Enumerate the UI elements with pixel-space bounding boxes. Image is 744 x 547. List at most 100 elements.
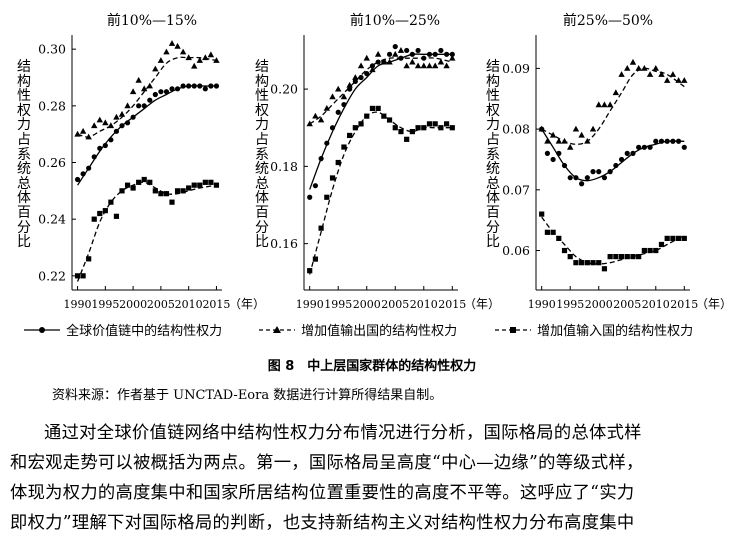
data-point-triangle — [652, 64, 659, 71]
data-point-circle — [601, 175, 608, 181]
data-point-circle — [636, 144, 642, 150]
data-point-square — [398, 128, 404, 135]
data-point-square — [409, 128, 415, 135]
data-point-square — [102, 208, 108, 214]
data-point-circle — [681, 144, 687, 150]
data-point-square — [74, 273, 81, 279]
data-point-circle — [426, 51, 433, 57]
data-point-triangle — [352, 74, 359, 80]
data-point-square — [158, 191, 164, 197]
data-point-triangle — [85, 133, 92, 140]
data-point-circle — [675, 138, 682, 144]
data-point-triangle — [555, 137, 563, 144]
data-point-circle — [369, 63, 376, 69]
data-point-triangle — [168, 40, 176, 46]
data-point-square — [573, 260, 579, 266]
figure-source-note: 资料来源：作者基于 UNCTAD-Eora 数据进行计算所得结果自制。 — [52, 388, 443, 403]
x-tick-label: 1995 — [556, 298, 584, 311]
y-axis-label-panel-3: 结构性权力占系统总体百分比 — [486, 59, 500, 251]
data-point-square — [191, 182, 197, 188]
data-point-circle — [432, 51, 438, 57]
data-point-circle — [169, 86, 175, 92]
data-point-square — [675, 235, 682, 241]
data-point-triangle — [357, 62, 365, 69]
data-point-circle — [584, 175, 590, 181]
data-point-triangle — [549, 131, 557, 138]
data-point-triangle — [658, 71, 665, 77]
data-point-triangle — [346, 81, 353, 88]
x-axis-unit-label: （年） — [464, 297, 500, 311]
data-point-square — [136, 179, 142, 185]
data-point-triangle — [157, 57, 165, 63]
data-point-triangle — [572, 125, 580, 132]
data-point-square — [443, 121, 450, 127]
data-point-triangle — [141, 85, 148, 92]
data-point-circle — [208, 83, 214, 89]
y-tick-label: 0.30 — [38, 42, 66, 57]
data-point-square — [381, 113, 387, 119]
data-point-square — [180, 188, 186, 194]
data-point-square — [86, 256, 92, 262]
data-point-triangle — [629, 58, 637, 65]
panel-title: 前10%—15% — [107, 12, 197, 29]
data-point-square — [369, 105, 376, 112]
data-point-square — [141, 176, 147, 183]
data-point-square — [426, 121, 433, 127]
data-point-circle — [630, 150, 636, 156]
y-axis-label-panel-2: 结构性权力占系统总体百分比 — [255, 59, 269, 251]
data-point-circle — [573, 175, 579, 181]
data-point-square — [618, 254, 625, 260]
data-point-triangle — [409, 58, 416, 65]
data-point-square — [658, 241, 665, 248]
x-axis-unit-label: （年） — [229, 297, 265, 311]
data-point-circle — [158, 89, 164, 95]
data-point-square — [307, 268, 313, 274]
data-point-circle — [86, 165, 92, 171]
data-point-square — [97, 210, 103, 217]
data-point-circle — [618, 156, 625, 163]
data-point-square — [147, 179, 153, 185]
x-tick-label: 2005 — [613, 298, 641, 311]
data-point-triangle — [329, 93, 336, 100]
data-point-circle — [613, 162, 619, 169]
data-point-circle — [647, 144, 653, 150]
data-point-circle — [567, 175, 573, 181]
data-point-circle — [653, 138, 659, 144]
chart-panel-top-25-50: 前25%—50% 0.06 0.07 0.08 0.09 1990 1995 2000 2005… — [502, 12, 732, 311]
data-point-circle — [658, 138, 665, 144]
data-point-triangle — [595, 101, 602, 108]
data-point-circle — [596, 169, 602, 175]
data-point-square — [438, 125, 444, 131]
data-point-triangle — [196, 57, 203, 63]
series-fit-line-circle — [541, 128, 685, 182]
paragraph-line: 和宏观走势可以被概括为两点。第一，国际格局呈高度“中心—边缘”的等级式样， — [10, 453, 644, 473]
data-point-square — [119, 188, 125, 194]
data-point-square — [449, 125, 455, 131]
data-point-square — [186, 185, 192, 191]
series-fit-line-square — [76, 181, 217, 282]
data-point-circle — [415, 47, 421, 54]
figure-caption: 图 8 中上层国家群体的结构性权力 — [267, 359, 477, 374]
legend-item-global-value-chain: 全球价值链中的结构性权力 — [22, 320, 222, 339]
data-point-square — [347, 132, 353, 139]
data-point-triangle — [437, 58, 445, 65]
data-point-square — [130, 185, 136, 191]
data-point-triangle — [618, 71, 625, 77]
data-point-triangle — [207, 51, 215, 58]
series-fit-line-triangle — [309, 57, 453, 125]
data-point-triangle — [538, 125, 545, 132]
data-point-circle — [191, 83, 197, 89]
data-point-square — [584, 260, 590, 266]
data-point-square — [607, 254, 613, 260]
data-point-square — [80, 273, 86, 279]
data-point-triangle — [374, 50, 382, 57]
data-point-circle — [119, 123, 125, 129]
data-point-triangle — [118, 110, 126, 117]
data-point-circle — [141, 103, 147, 109]
data-point-triangle — [369, 66, 376, 73]
data-point-square — [324, 194, 330, 200]
data-point-triangle — [392, 50, 399, 57]
data-point-square — [421, 125, 427, 131]
data-point-circle — [174, 86, 181, 92]
